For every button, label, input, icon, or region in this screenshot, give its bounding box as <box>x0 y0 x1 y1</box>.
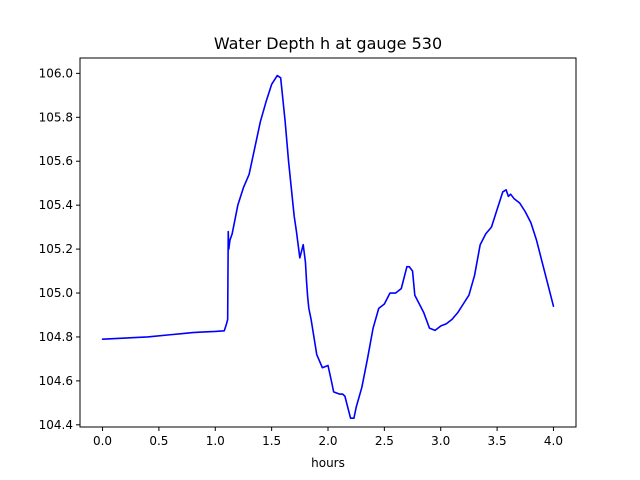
x-tick-label: 2.0 <box>318 434 337 448</box>
x-tick-label: 0.0 <box>93 434 112 448</box>
x-tick-label: 3.5 <box>488 434 507 448</box>
x-axis-ticks: 0.0 0.5 1.0 1.5 2.0 2.5 3.0 3.5 4.0 <box>93 427 563 448</box>
y-tick-label: 104.8 <box>39 330 73 344</box>
x-tick-label: 0.5 <box>149 434 168 448</box>
y-tick-label: 105.4 <box>39 198 73 212</box>
y-tick-label: 104.4 <box>39 418 73 432</box>
y-tick-label: 105.2 <box>39 242 73 256</box>
y-axis-ticks: 104.4 104.6 104.8 105.0 105.2 105.4 105.6 105.8… <box>39 66 80 432</box>
y-tick-label: 104.6 <box>39 374 73 388</box>
chart-title: Water Depth h at gauge 530 <box>214 34 442 53</box>
x-tick-label: 4.0 <box>544 434 563 448</box>
y-tick-label: 105.6 <box>39 154 73 168</box>
y-tick-label: 106.0 <box>39 66 73 80</box>
plot-frame <box>79 57 577 428</box>
x-tick-label: 1.0 <box>206 434 225 448</box>
x-tick-label: 3.0 <box>431 434 450 448</box>
x-tick-label: 1.5 <box>262 434 281 448</box>
x-tick-label: 2.5 <box>375 434 394 448</box>
water-depth-line <box>101 74 555 420</box>
x-axis-label: hours <box>311 456 345 470</box>
y-tick-label: 105.0 <box>39 286 73 300</box>
y-tick-label: 105.8 <box>39 110 73 124</box>
